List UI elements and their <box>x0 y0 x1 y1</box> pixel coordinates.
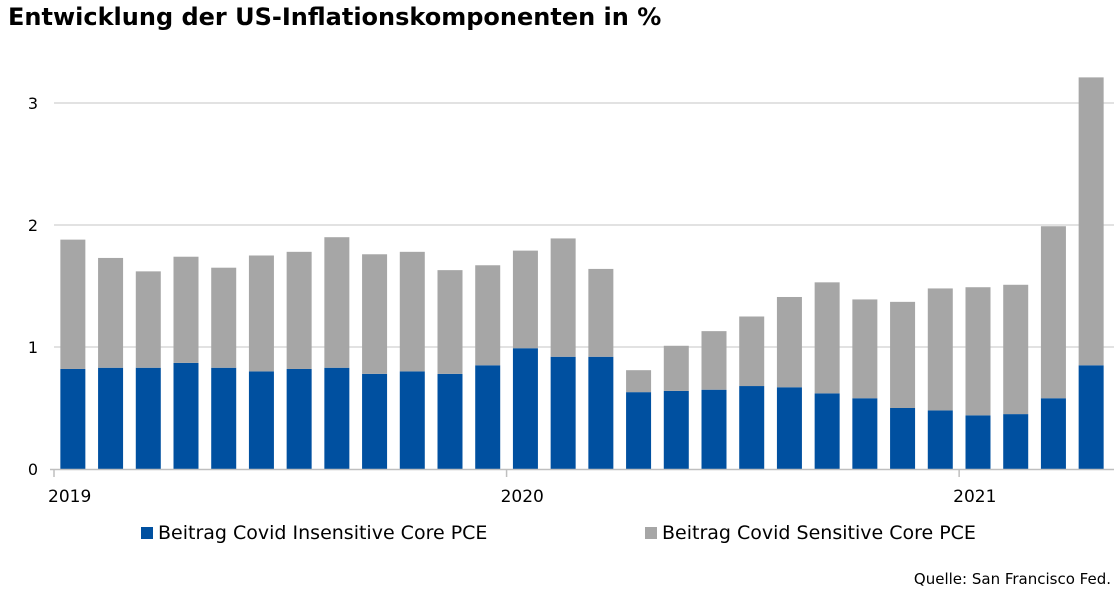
bar-sensitive-2019-11 <box>437 270 463 374</box>
bar-insensitive-2019-05 <box>211 367 237 469</box>
bar-insensitive-2019-02 <box>98 367 124 469</box>
x-tick-label: 2021 <box>953 487 996 507</box>
bar-sensitive-2020-05 <box>663 345 689 391</box>
bar-insensitive-2019-08 <box>324 367 350 469</box>
bar-sensitive-2020-04 <box>626 370 652 393</box>
bar-insensitive-2020-02 <box>550 356 576 469</box>
bars <box>60 77 1104 469</box>
bar-insensitive-2020-06 <box>701 389 727 469</box>
bar-insensitive-2021-02 <box>1003 414 1029 469</box>
bar-sensitive-2021-01 <box>965 287 991 416</box>
bar-sensitive-2021-03 <box>1040 226 1066 399</box>
bar-sensitive-2019-02 <box>98 257 124 368</box>
bar-sensitive-2019-09 <box>362 254 388 374</box>
bar-insensitive-2019-06 <box>248 371 274 469</box>
bar-insensitive-2020-07 <box>739 386 765 469</box>
y-tick-label: 2 <box>28 216 38 235</box>
bar-sensitive-2019-05 <box>211 267 237 368</box>
bar-sensitive-2020-06 <box>701 331 727 390</box>
bar-sensitive-2020-07 <box>739 316 765 387</box>
legend-item-sensitive[interactable]: Beitrag Covid Sensitive Core PCE <box>645 522 976 544</box>
bar-insensitive-2019-01 <box>60 368 86 469</box>
y-tick-label: 3 <box>28 94 38 113</box>
chart-title: Entwicklung der US-Inflationskomponenten… <box>8 3 662 31</box>
x-axis-tick-labels: 2019 2020 2021 <box>48 469 996 507</box>
bar-insensitive-2020-09 <box>814 393 840 469</box>
bar-sensitive-2019-01 <box>60 239 86 369</box>
bar-insensitive-2019-09 <box>362 373 388 469</box>
bar-insensitive-2021-03 <box>1040 398 1066 469</box>
bar-sensitive-2019-08 <box>324 237 350 368</box>
legend-label-sensitive: Beitrag Covid Sensitive Core PCE <box>662 522 976 544</box>
bar-sensitive-2019-06 <box>248 255 274 372</box>
bar-insensitive-2019-07 <box>286 368 312 469</box>
source-note: Quelle: San Francisco Fed. <box>913 570 1111 588</box>
y-tick-label: 1 <box>28 338 38 357</box>
bar-sensitive-2021-04 <box>1078 77 1104 366</box>
bar-sensitive-2019-12 <box>475 265 501 366</box>
bar-insensitive-2020-01 <box>512 348 538 469</box>
bar-sensitive-2020-11 <box>890 301 916 408</box>
bar-sensitive-2019-03 <box>135 271 161 368</box>
bar-sensitive-2020-08 <box>776 296 802 388</box>
bar-sensitive-2020-09 <box>814 282 840 394</box>
bar-insensitive-2019-12 <box>475 365 501 469</box>
bar-insensitive-2020-08 <box>776 387 802 469</box>
bar-insensitive-2021-01 <box>965 415 991 469</box>
bar-sensitive-2020-02 <box>550 238 576 357</box>
legend-swatch-sensitive <box>645 527 657 539</box>
bar-sensitive-2020-10 <box>852 299 878 399</box>
bar-sensitive-2020-03 <box>588 268 614 357</box>
legend: Beitrag Covid Insensitive Core PCE Beitr… <box>0 522 1119 550</box>
legend-item-insensitive[interactable]: Beitrag Covid Insensitive Core PCE <box>141 522 487 544</box>
bar-sensitive-2019-04 <box>173 256 199 363</box>
bar-insensitive-2021-04 <box>1078 365 1104 469</box>
x-tick-label: 2019 <box>48 487 91 507</box>
bar-insensitive-2020-05 <box>663 390 689 469</box>
bar-insensitive-2019-10 <box>399 371 425 469</box>
legend-swatch-insensitive <box>141 527 153 539</box>
bar-sensitive-2020-01 <box>512 250 538 349</box>
bar-sensitive-2019-10 <box>399 251 425 372</box>
bar-sensitive-2020-12 <box>927 288 953 411</box>
bar-insensitive-2020-04 <box>626 392 652 469</box>
bar-insensitive-2019-04 <box>173 362 199 469</box>
y-tick-label: 0 <box>28 460 38 479</box>
x-tick-label: 2020 <box>501 487 544 507</box>
bar-sensitive-2021-02 <box>1003 284 1029 415</box>
bar-insensitive-2019-03 <box>135 367 161 469</box>
bar-insensitive-2020-10 <box>852 398 878 469</box>
bar-insensitive-2020-11 <box>890 408 916 469</box>
bar-insensitive-2020-12 <box>927 410 953 469</box>
legend-label-insensitive: Beitrag Covid Insensitive Core PCE <box>158 522 488 544</box>
bar-sensitive-2019-07 <box>286 251 312 369</box>
bar-insensitive-2020-03 <box>588 356 614 469</box>
y-axis-tick-labels: 0 1 2 3 <box>28 94 38 479</box>
chart-area: 0 1 2 3 2019 2020 2021 <box>28 77 1114 507</box>
bar-insensitive-2019-11 <box>437 373 463 469</box>
